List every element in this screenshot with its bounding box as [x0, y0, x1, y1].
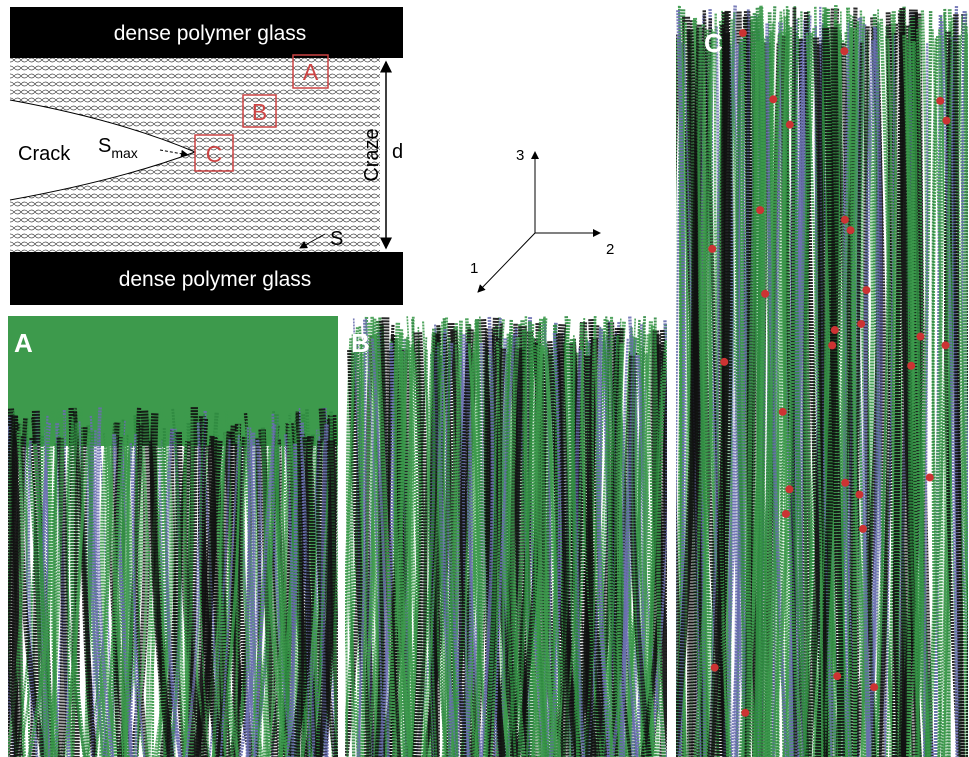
particle	[741, 709, 749, 717]
particle	[833, 672, 841, 680]
fibril-label: S	[330, 228, 343, 250]
particle	[841, 479, 849, 487]
particle	[936, 97, 944, 105]
particle	[711, 664, 719, 672]
schematic: dense polymer glass dense polymer glass …	[10, 7, 403, 305]
particle	[761, 290, 769, 298]
particle	[769, 95, 777, 103]
craze-label: Craze	[361, 128, 383, 181]
axis-label: 3	[516, 147, 524, 164]
fibril	[0, 427, 8, 757]
figure: dense polymer glass dense polymer glass …	[0, 0, 969, 757]
particle	[708, 245, 716, 253]
smax-base: S	[98, 135, 111, 157]
bottom-label: dense polymer glass	[119, 268, 312, 291]
particle	[841, 216, 849, 224]
particle	[942, 117, 950, 125]
panel-label: B	[351, 328, 370, 358]
particle	[942, 341, 950, 349]
box-label: B	[252, 99, 267, 125]
particle	[855, 491, 863, 499]
particle	[739, 29, 747, 37]
axes-triad: 3 2 1	[470, 147, 614, 292]
particle	[831, 326, 839, 334]
particle	[785, 485, 793, 493]
simulation-panel	[671, 5, 969, 757]
particle	[786, 121, 794, 129]
particle	[862, 286, 870, 294]
simulation-panel	[0, 316, 340, 757]
particle	[926, 473, 934, 481]
axis-label: 1	[470, 260, 478, 277]
particle	[847, 226, 855, 234]
panel-label: C	[704, 28, 723, 58]
box-label: A	[303, 59, 319, 85]
simulation-panel	[341, 316, 672, 757]
particle	[828, 341, 836, 349]
crack-label: Crack	[18, 143, 71, 165]
top-label: dense polymer glass	[114, 22, 307, 45]
particle	[907, 362, 915, 370]
particle	[857, 320, 865, 328]
particle	[840, 47, 848, 55]
panel-label: A	[14, 328, 33, 358]
particle	[916, 333, 924, 341]
particle	[859, 525, 867, 533]
particle	[756, 206, 764, 214]
smax-sub: max	[111, 145, 137, 161]
particle	[720, 358, 728, 366]
axis-1	[478, 233, 535, 292]
axis-label: 2	[606, 241, 614, 258]
particle	[870, 683, 878, 691]
particle	[782, 510, 790, 518]
box-label: C	[206, 141, 223, 167]
particle	[779, 408, 787, 416]
width-label: d	[392, 141, 403, 163]
